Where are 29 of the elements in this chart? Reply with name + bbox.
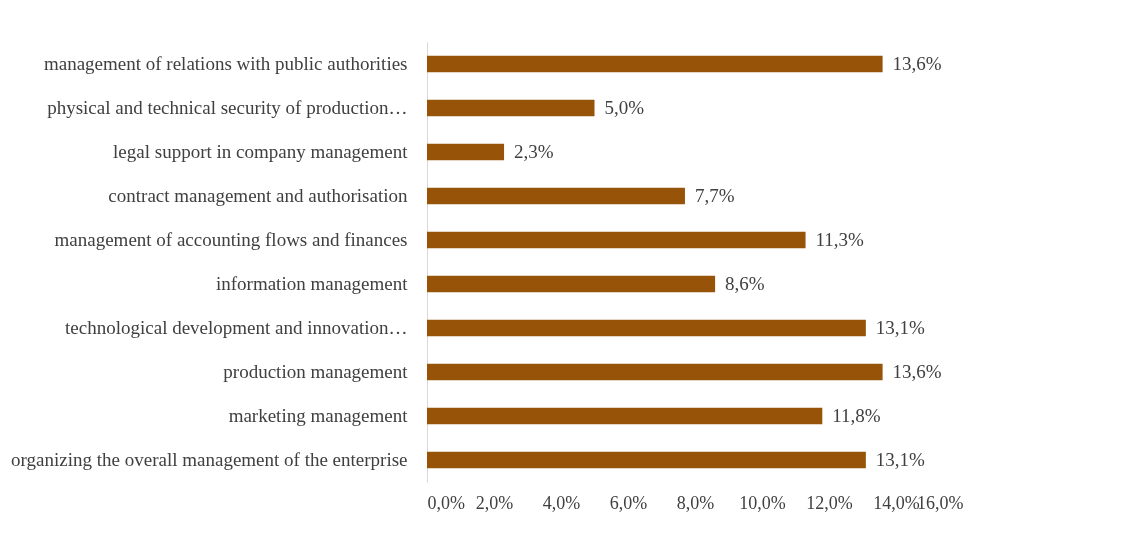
- data-label: 11,8%: [832, 405, 881, 426]
- x-tick-label: 0,0%: [427, 492, 465, 513]
- y-tick-label: organizing the overall management of the enterprise: [11, 449, 408, 470]
- x-tick-label: 4,0%: [542, 492, 581, 513]
- x-tick-label: 8,0%: [676, 492, 715, 513]
- data-label: 2,3%: [514, 141, 554, 162]
- data-label: 7,7%: [694, 185, 735, 206]
- x-tick-label: 2,0%: [475, 492, 514, 513]
- data-label: 11,3%: [815, 229, 865, 250]
- data-label: 13,6%: [892, 361, 942, 382]
- y-tick-label: physical and technical security of production…: [47, 97, 408, 118]
- data-label: 13,1%: [875, 317, 926, 338]
- data-label: 13,6%: [892, 53, 942, 74]
- data-label: 13,1%: [875, 449, 926, 470]
- data-label: 5,0%: [604, 97, 645, 118]
- y-tick-label: management of accounting flows and finances: [54, 229, 408, 250]
- x-tick-label: 16,0%: [917, 492, 964, 513]
- y-tick-label: legal support in company management: [113, 141, 409, 162]
- y-tick-label: information management: [215, 273, 409, 294]
- y-tick-label: production management: [223, 361, 409, 382]
- y-tick-label: marketing management: [228, 405, 409, 426]
- x-tick-label: 10,0%: [739, 492, 786, 513]
- data-label: 8,6%: [725, 273, 765, 294]
- x-tick-label: 6,0%: [609, 492, 648, 513]
- x-tick-label: 12,0%: [806, 492, 853, 513]
- x-tick-label: 14,0%: [873, 492, 920, 513]
- y-tick-label: technological development and innovation…: [65, 317, 408, 338]
- y-tick-label: contract management and authorisation: [108, 185, 408, 206]
- y-tick-label: management of relations with public authorities: [43, 53, 408, 74]
